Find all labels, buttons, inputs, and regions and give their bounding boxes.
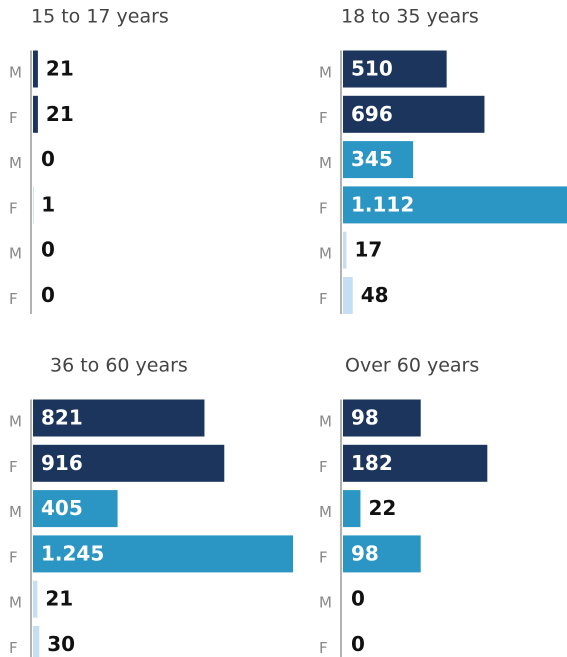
value-label: 48 <box>361 283 389 307</box>
panel-title: 36 to 60 years <box>50 355 188 377</box>
category-label: F <box>9 109 18 127</box>
bar <box>33 444 225 482</box>
value-label: 0 <box>41 283 55 307</box>
panel-title: Over 60 years <box>345 355 479 377</box>
bar <box>343 444 488 482</box>
value-label: 98 <box>351 541 379 565</box>
bar <box>33 95 38 133</box>
value-label: 916 <box>41 451 83 475</box>
bar <box>343 490 361 528</box>
value-label: 0 <box>351 632 365 656</box>
category-label: F <box>319 109 328 127</box>
panel-title: 15 to 17 years <box>31 6 169 28</box>
value-label: 21 <box>45 587 73 611</box>
category-label: M <box>9 594 22 612</box>
bar <box>343 50 447 88</box>
bar <box>33 50 38 88</box>
value-label: 0 <box>41 238 55 262</box>
value-label: 17 <box>354 238 382 262</box>
value-label: 821 <box>41 406 83 430</box>
category-label: F <box>319 458 328 476</box>
category-label: M <box>319 503 332 521</box>
bar <box>33 399 205 437</box>
bar <box>343 186 567 224</box>
bar <box>33 580 38 618</box>
value-label: 22 <box>368 496 396 520</box>
category-label: M <box>319 154 332 172</box>
bar <box>343 231 347 269</box>
category-label: F <box>9 548 18 566</box>
value-label: 0 <box>41 147 55 171</box>
category-label: M <box>9 503 22 521</box>
value-label: 1.245 <box>41 541 104 565</box>
category-label: M <box>9 154 22 172</box>
value-label: 98 <box>351 406 379 430</box>
value-label: 0 <box>351 587 365 611</box>
category-label: M <box>9 413 22 431</box>
category-label: M <box>319 64 332 82</box>
category-label: M <box>319 245 332 263</box>
value-label: 405 <box>41 496 83 520</box>
category-label: M <box>9 245 22 263</box>
category-label: F <box>9 290 18 308</box>
value-label: 345 <box>351 147 393 171</box>
bar <box>343 277 353 314</box>
bar <box>343 535 421 573</box>
bar <box>33 626 40 657</box>
category-label: M <box>319 413 332 431</box>
category-label: M <box>319 594 332 612</box>
value-label: 1 <box>41 192 55 216</box>
panel-title: 18 to 35 years <box>341 6 479 28</box>
bar <box>33 535 293 573</box>
bar <box>343 141 414 179</box>
category-label: F <box>9 458 18 476</box>
value-label: 696 <box>351 102 393 126</box>
value-label: 182 <box>351 451 393 475</box>
value-label: 30 <box>47 632 75 656</box>
category-label: F <box>9 199 18 217</box>
category-label: F <box>9 639 18 657</box>
value-label: 1.112 <box>351 192 414 216</box>
value-label: 510 <box>351 57 393 81</box>
bar <box>343 95 485 133</box>
category-label: F <box>319 199 328 217</box>
category-label: F <box>319 548 328 566</box>
value-label: 21 <box>46 57 74 81</box>
category-label: F <box>319 639 328 657</box>
category-label: M <box>9 64 22 82</box>
bar <box>33 490 118 528</box>
value-label: 21 <box>46 102 74 126</box>
bar <box>343 399 421 437</box>
category-label: F <box>319 290 328 308</box>
